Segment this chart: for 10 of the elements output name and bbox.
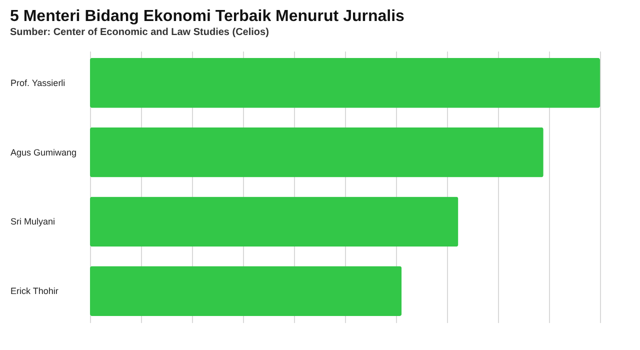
bar bbox=[90, 127, 544, 178]
chart-subtitle: Sumber: Center of Economic and Law Studies (Celios) bbox=[10, 27, 269, 38]
bar bbox=[90, 58, 600, 108]
chart-title: 5 Menteri Bidang Ekonomi Terbaik Menurut Jurnalis bbox=[10, 8, 405, 25]
bar bbox=[90, 266, 402, 316]
y-tick-label: Prof. Yassierli bbox=[10, 78, 66, 88]
bar bbox=[90, 196, 458, 247]
y-tick-label: Erick Thohir bbox=[10, 286, 58, 296]
y-tick-label: Sri Mulyani bbox=[10, 216, 56, 227]
y-tick-label: Agus Gumiwang bbox=[10, 147, 77, 158]
